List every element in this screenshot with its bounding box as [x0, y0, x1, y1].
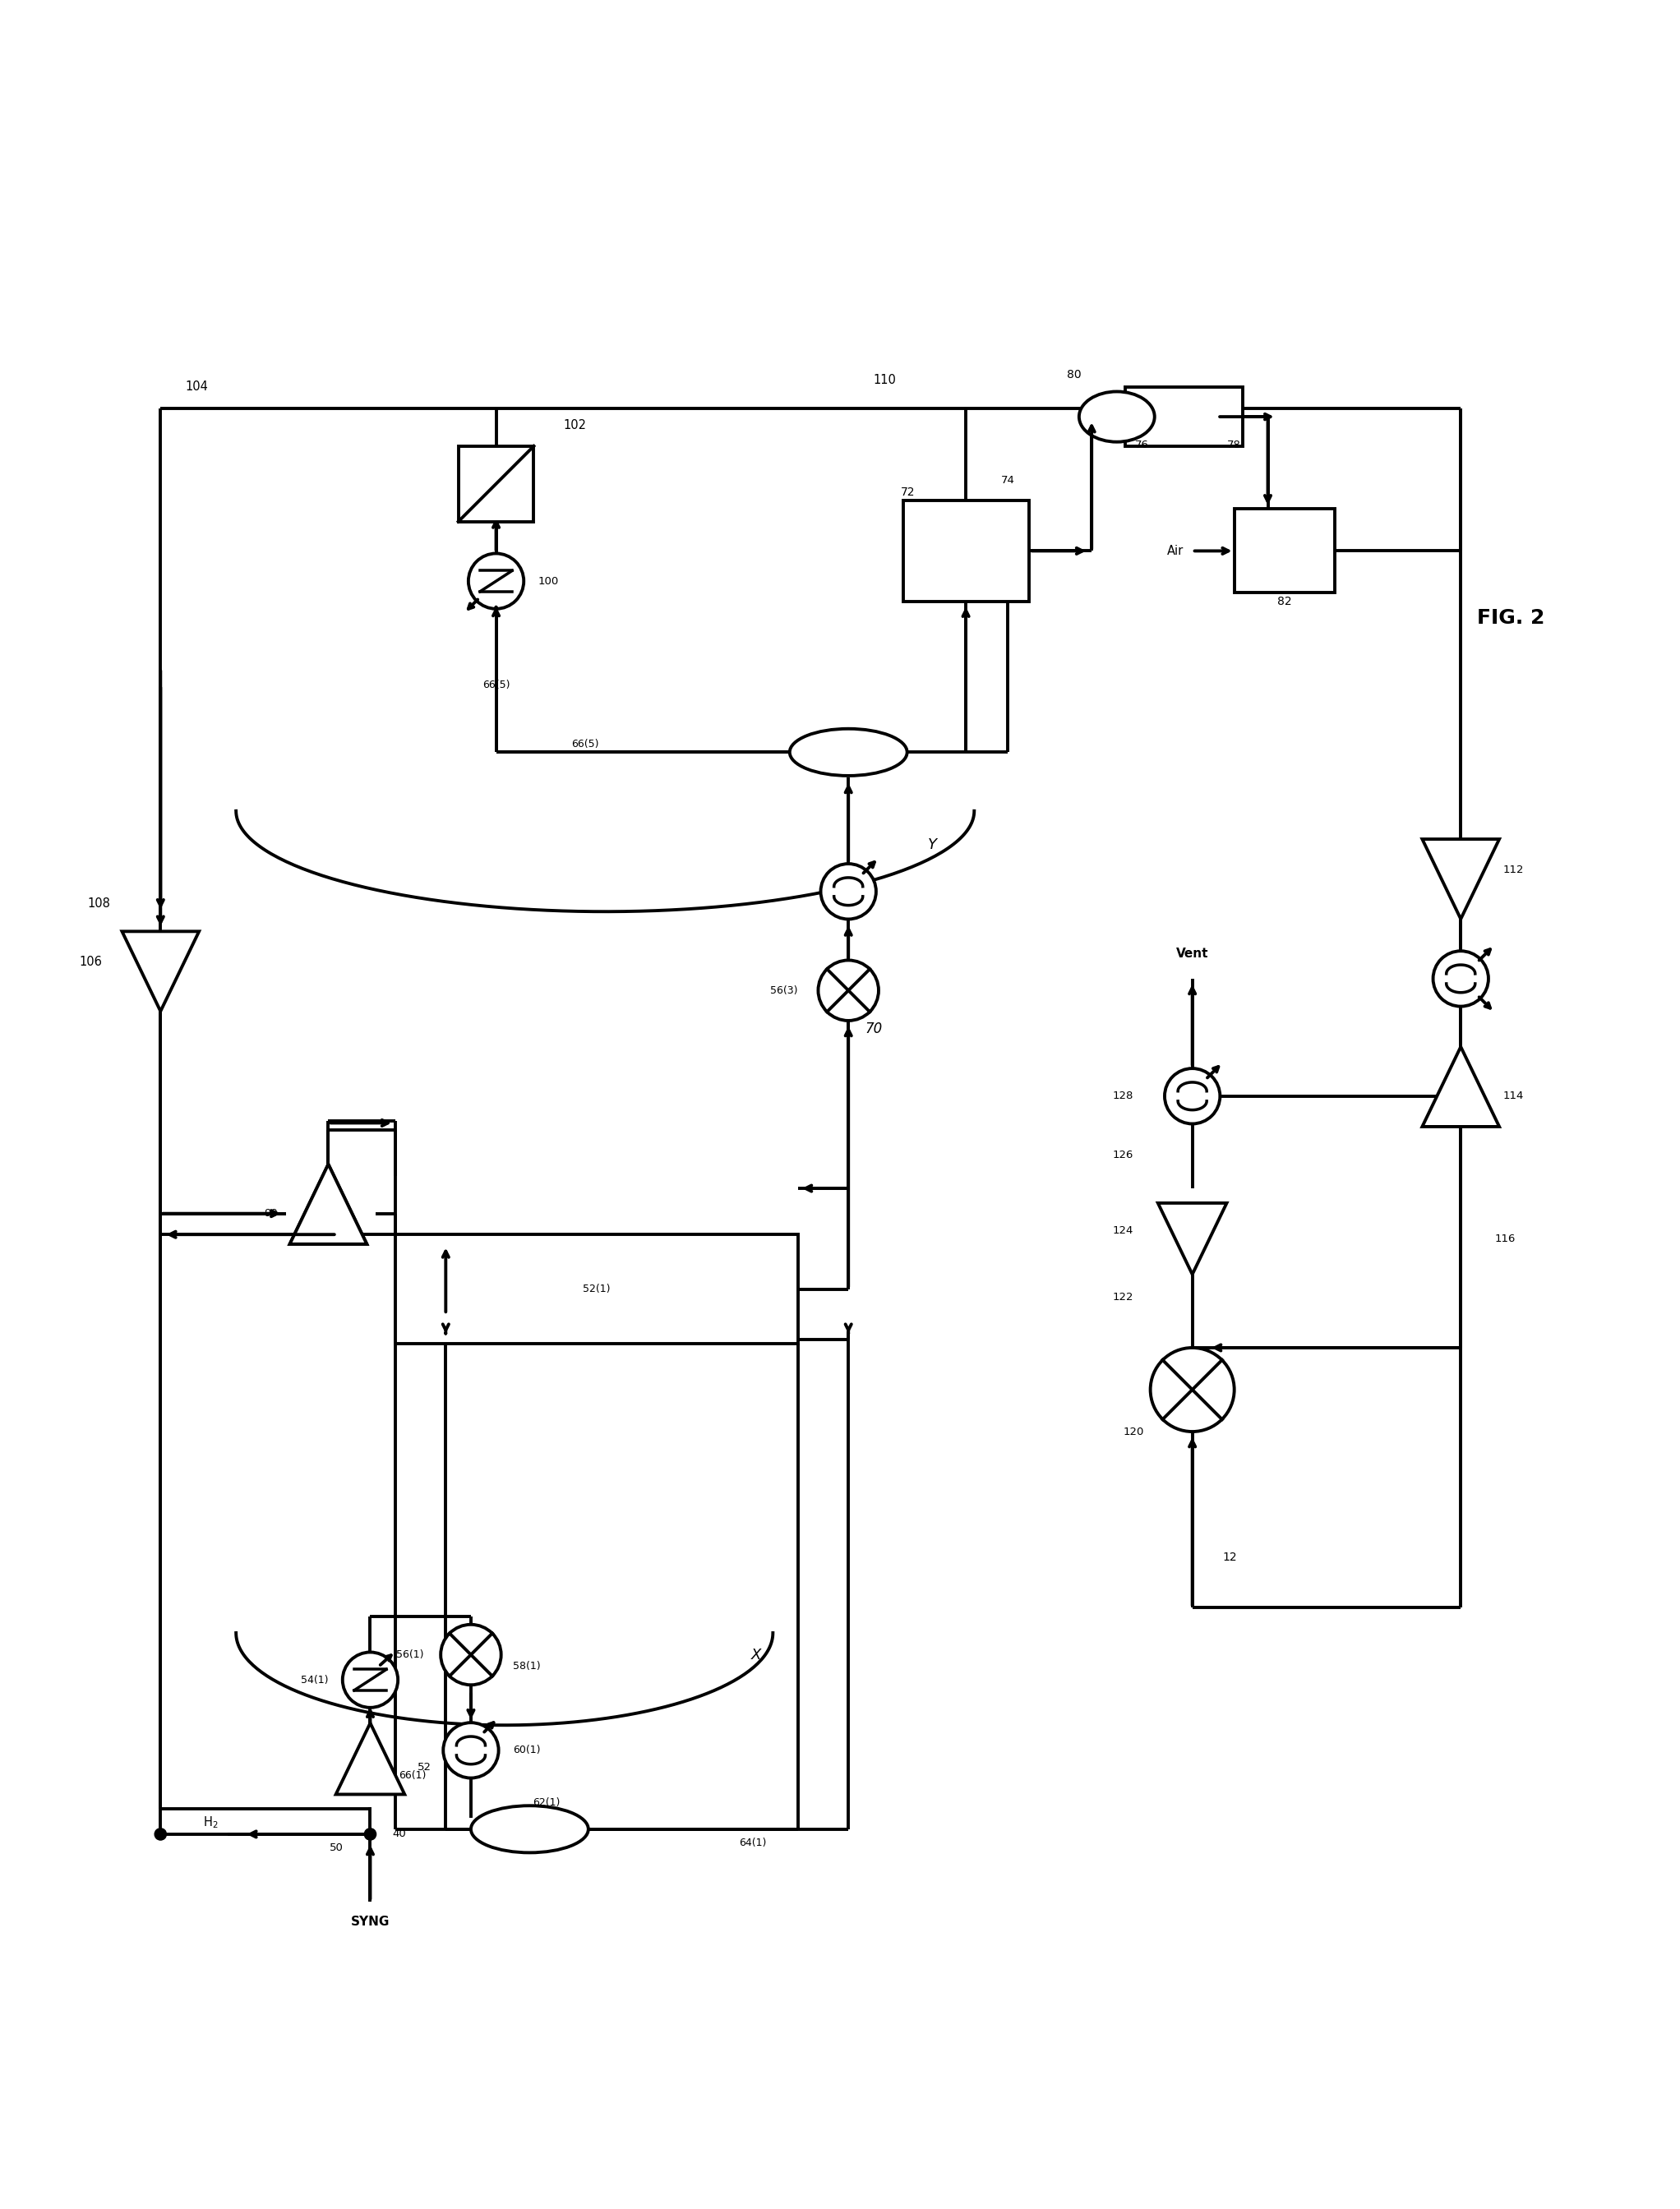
Text: 50: 50: [329, 1842, 344, 1853]
Polygon shape: [1158, 1204, 1226, 1275]
Circle shape: [818, 961, 879, 1021]
Text: 116: 116: [1494, 1233, 1515, 1244]
Text: 56(3): 56(3): [771, 985, 798, 996]
Text: 90: 90: [264, 1208, 277, 1219]
Circle shape: [1433, 952, 1488, 1007]
Text: 64(1): 64(1): [739, 1838, 766, 1849]
Text: 52: 52: [417, 1763, 432, 1772]
Text: 80: 80: [1067, 369, 1080, 380]
Text: 12: 12: [1223, 1551, 1236, 1564]
Text: 108: 108: [87, 897, 111, 910]
Ellipse shape: [470, 1805, 588, 1853]
Text: 124: 124: [1112, 1226, 1134, 1235]
Polygon shape: [289, 1164, 366, 1244]
Polygon shape: [289, 1164, 366, 1244]
Text: 126: 126: [1112, 1149, 1134, 1160]
Text: 106: 106: [79, 956, 102, 968]
Circle shape: [440, 1624, 501, 1685]
Text: 76: 76: [1136, 440, 1149, 451]
Text: 40: 40: [391, 1829, 407, 1840]
Circle shape: [365, 1829, 376, 1840]
Circle shape: [155, 1829, 166, 1840]
Bar: [395, 1235, 798, 1343]
Text: 60(1): 60(1): [512, 1745, 541, 1756]
Text: 82: 82: [1277, 596, 1292, 607]
Text: 78: 78: [1228, 440, 1242, 451]
Polygon shape: [1423, 1047, 1499, 1127]
Text: 100: 100: [538, 577, 559, 585]
Text: Air: Air: [1168, 546, 1184, 557]
Text: SYNG: SYNG: [351, 1915, 390, 1928]
Circle shape: [469, 554, 524, 610]
Circle shape: [343, 1652, 398, 1708]
Ellipse shape: [790, 729, 907, 775]
Bar: [902, 501, 1028, 601]
Text: 104: 104: [186, 380, 208, 393]
Text: 62(1): 62(1): [533, 1796, 559, 1807]
Circle shape: [1151, 1347, 1235, 1431]
Text: 56(1): 56(1): [396, 1650, 423, 1659]
Text: 120: 120: [1124, 1427, 1144, 1436]
Polygon shape: [336, 1723, 405, 1794]
Text: H$_2$: H$_2$: [203, 1816, 218, 1829]
Text: 66(5): 66(5): [482, 680, 509, 691]
Text: 110: 110: [874, 373, 897, 387]
Text: 114: 114: [1502, 1091, 1524, 1102]
Text: Vent: Vent: [1176, 948, 1208, 959]
Bar: [459, 446, 534, 521]
Text: 122: 122: [1112, 1292, 1134, 1303]
Circle shape: [822, 864, 875, 919]
Text: 102: 102: [563, 420, 586, 431]
Circle shape: [444, 1723, 499, 1778]
Text: 66(5): 66(5): [571, 738, 600, 749]
Bar: [1235, 508, 1336, 592]
Text: Y: Y: [927, 837, 937, 853]
Text: 54(1): 54(1): [301, 1674, 328, 1685]
Text: X: X: [751, 1648, 761, 1661]
Text: 70: 70: [865, 1021, 882, 1036]
Text: 74: 74: [1001, 475, 1015, 486]
Text: FIG. 2: FIG. 2: [1477, 607, 1546, 627]
Bar: [1126, 387, 1243, 446]
Polygon shape: [1423, 839, 1499, 919]
Text: 52(1): 52(1): [583, 1283, 610, 1294]
Circle shape: [1164, 1069, 1220, 1124]
Text: 58(1): 58(1): [512, 1661, 541, 1672]
Ellipse shape: [1079, 391, 1154, 442]
Text: 66(1): 66(1): [398, 1769, 427, 1780]
Text: 128: 128: [1112, 1091, 1134, 1102]
Text: 112: 112: [1502, 864, 1524, 875]
Polygon shape: [123, 932, 198, 1012]
Text: 72: 72: [900, 486, 916, 497]
